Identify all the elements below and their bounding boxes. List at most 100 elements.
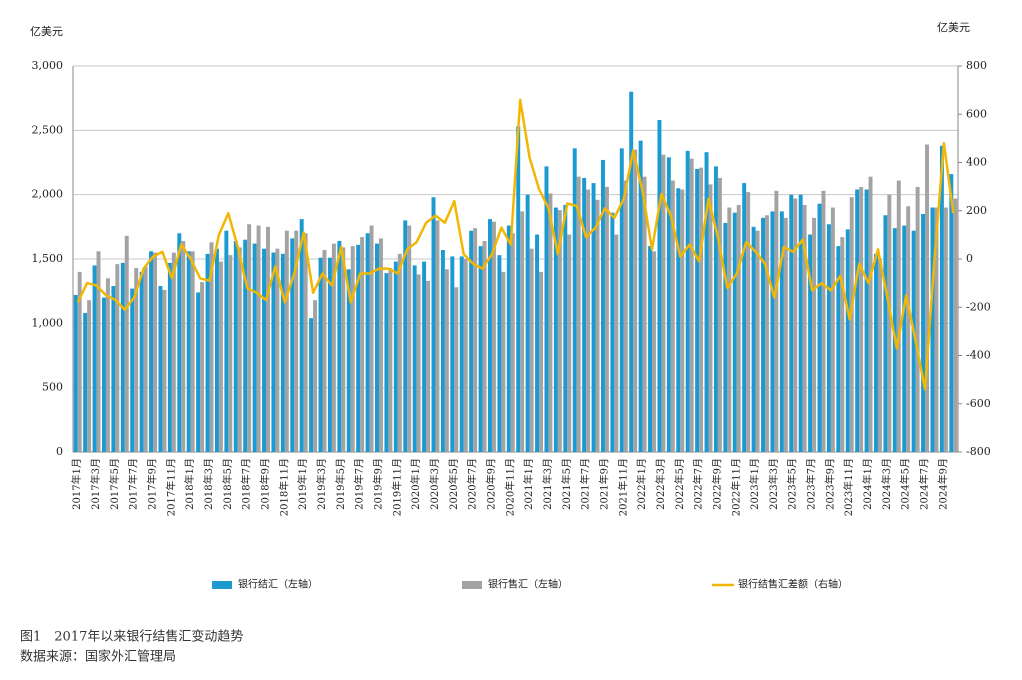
bar [143, 266, 148, 452]
y-tick-label: 1,000 [32, 316, 64, 329]
bar [171, 252, 176, 452]
legend-swatch [462, 581, 482, 589]
x-tick-label: 2017年3月 [89, 458, 102, 510]
x-tick-label: 2021年5月 [560, 458, 573, 510]
bar [629, 91, 634, 452]
x-tick-label: 2023年9月 [823, 458, 836, 510]
x-tick-label: 2017年9月 [146, 458, 159, 510]
bar [840, 237, 845, 452]
bar [755, 230, 760, 452]
bar [356, 244, 361, 452]
bar [252, 243, 257, 452]
x-tick-label: 2022年7月 [692, 458, 705, 510]
y2-tick-label: -400 [966, 349, 991, 362]
bar [845, 229, 850, 452]
bar [318, 257, 323, 452]
bar [516, 126, 521, 453]
bar [666, 157, 671, 452]
bar [290, 238, 295, 452]
x-tick-label: 2023年3月 [767, 458, 780, 510]
y-tick-label: 2,500 [32, 123, 64, 136]
bar [459, 256, 464, 452]
bar [369, 225, 374, 452]
bar [77, 271, 82, 452]
y2-tick-label: 400 [966, 156, 987, 169]
x-tick-label: 2020年7月 [466, 458, 479, 510]
y2-tick-label: -200 [966, 300, 991, 313]
bar [648, 246, 653, 452]
x-tick-label: 2017年7月 [127, 458, 140, 510]
y-tick-label: 0 [56, 445, 63, 458]
bar [652, 251, 656, 452]
bar [303, 233, 308, 452]
bar [548, 193, 553, 452]
bar [600, 159, 605, 452]
bar [689, 158, 694, 452]
bar [633, 149, 638, 452]
bar [378, 238, 383, 452]
bar [557, 210, 562, 452]
bar [939, 145, 944, 453]
bar [567, 234, 572, 452]
bar [595, 199, 600, 452]
bar [874, 253, 878, 452]
bar [491, 221, 496, 452]
bar [723, 222, 728, 452]
bar [341, 247, 346, 452]
bar [463, 259, 468, 452]
bar [139, 271, 144, 452]
bar [535, 234, 540, 452]
x-tick-label: 2023年5月 [786, 458, 799, 510]
bar [426, 280, 431, 452]
bar [327, 257, 332, 452]
bar [704, 152, 709, 452]
x-tick-label: 2024年3月 [880, 458, 893, 510]
bar [619, 148, 624, 452]
x-tick-label: 2020年11月 [503, 458, 516, 516]
x-tick-label: 2022年3月 [654, 458, 667, 510]
y2-tick-label: 200 [966, 204, 987, 217]
legend-label: 银行结汇（左轴） [238, 578, 318, 591]
legend-swatch [212, 581, 232, 589]
x-tick-label: 2021年9月 [597, 458, 610, 510]
bar [96, 251, 101, 452]
x-tick-label: 2018年9月 [259, 458, 272, 510]
bar [186, 251, 191, 452]
bar [153, 252, 157, 452]
bar [883, 215, 888, 452]
x-tick-label: 2019年9月 [371, 458, 384, 510]
bar [510, 233, 515, 452]
y2-tick-label: 0 [966, 252, 973, 265]
x-tick-label: 2018年3月 [202, 458, 215, 510]
bar [196, 292, 201, 452]
bar [572, 148, 577, 452]
bar [821, 190, 826, 452]
x-tick-label: 2020年3月 [428, 458, 441, 510]
bar [764, 215, 769, 452]
bar [469, 230, 474, 452]
bar [642, 176, 647, 453]
y-axis-unit: 亿美元 [30, 25, 63, 38]
y2-tick-label: 600 [966, 107, 987, 120]
bar [280, 253, 285, 452]
x-tick-label: 2022年11月 [729, 458, 742, 516]
bar [228, 255, 233, 452]
bar [124, 235, 129, 452]
bar [934, 207, 939, 452]
bar [638, 140, 643, 453]
bar [450, 256, 455, 452]
y2-tick-label: 800 [966, 59, 987, 72]
bar [422, 261, 427, 452]
bar [205, 253, 210, 452]
bar [761, 217, 765, 452]
bar [365, 233, 370, 452]
bar [680, 189, 685, 452]
bar [906, 206, 911, 452]
bar [134, 268, 139, 452]
x-tick-label: 2017年11月 [164, 458, 177, 516]
x-tick-label: 2021年1月 [522, 458, 535, 510]
y2-axis-unit: 亿美元 [937, 21, 970, 34]
bar [685, 150, 690, 453]
bar [181, 240, 186, 452]
bar [111, 286, 116, 452]
